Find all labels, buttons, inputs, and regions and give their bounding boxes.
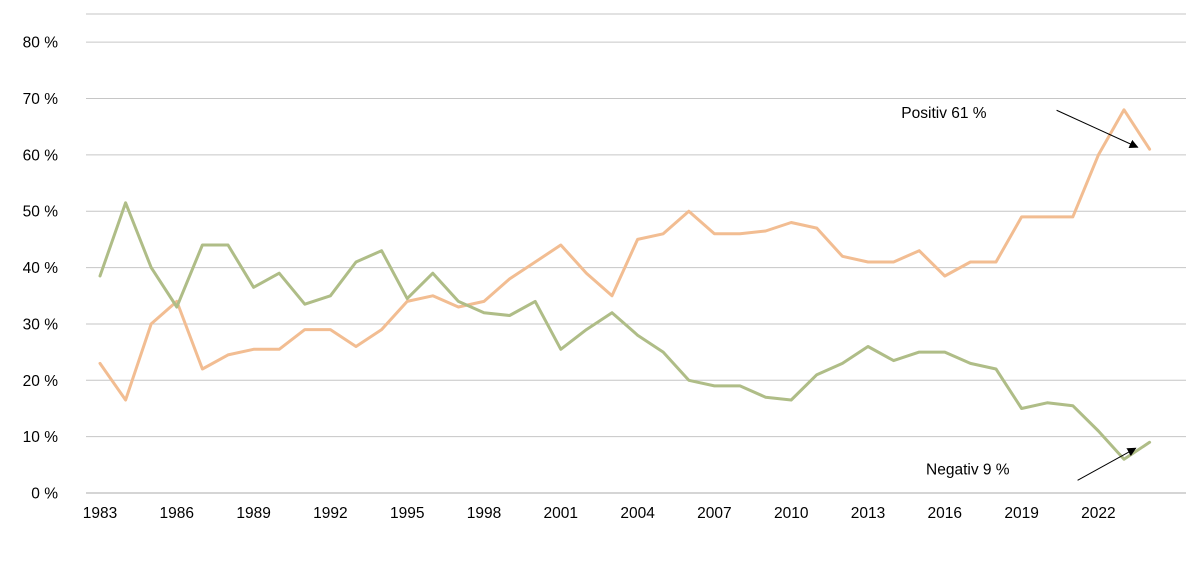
x-tick-label: 2016 bbox=[928, 505, 962, 522]
x-tick-label: 2010 bbox=[774, 505, 809, 522]
x-tick-label: 1998 bbox=[467, 505, 501, 522]
y-tick-label: 80 % bbox=[23, 35, 59, 52]
x-tick-label: 2019 bbox=[1004, 505, 1038, 522]
y-tick-label: 60 % bbox=[23, 147, 59, 164]
annotation-label: Negativ 9 % bbox=[926, 461, 1010, 478]
x-tick-label: 1986 bbox=[160, 505, 194, 522]
y-tick-label: 70 % bbox=[23, 91, 59, 108]
y-tick-label: 20 % bbox=[23, 373, 59, 390]
x-tick-label: 1992 bbox=[313, 505, 347, 522]
x-tick-label: 2007 bbox=[697, 505, 731, 522]
x-tick-label: 2022 bbox=[1081, 505, 1115, 522]
x-tick-label: 1989 bbox=[236, 505, 270, 522]
y-tick-label: 10 % bbox=[23, 429, 59, 446]
annotation-arrow bbox=[1056, 109, 1139, 149]
annotation-arrow bbox=[1077, 447, 1137, 481]
y-tick-label: 50 % bbox=[23, 204, 59, 221]
y-tick-label: 30 % bbox=[23, 316, 59, 333]
series-line-positiv bbox=[98, 108, 1152, 402]
x-tick-label: 1983 bbox=[83, 505, 117, 522]
x-tick-label: 2001 bbox=[544, 505, 578, 522]
x-tick-label: 1995 bbox=[390, 505, 424, 522]
x-tick-label: 2004 bbox=[620, 505, 655, 522]
y-tick-label: 0 % bbox=[31, 486, 58, 503]
series-line-negativ bbox=[98, 201, 1152, 461]
annotation-label: Positiv 61 % bbox=[901, 105, 987, 122]
y-tick-label: 40 % bbox=[23, 260, 59, 277]
x-tick-label: 2013 bbox=[851, 505, 885, 522]
